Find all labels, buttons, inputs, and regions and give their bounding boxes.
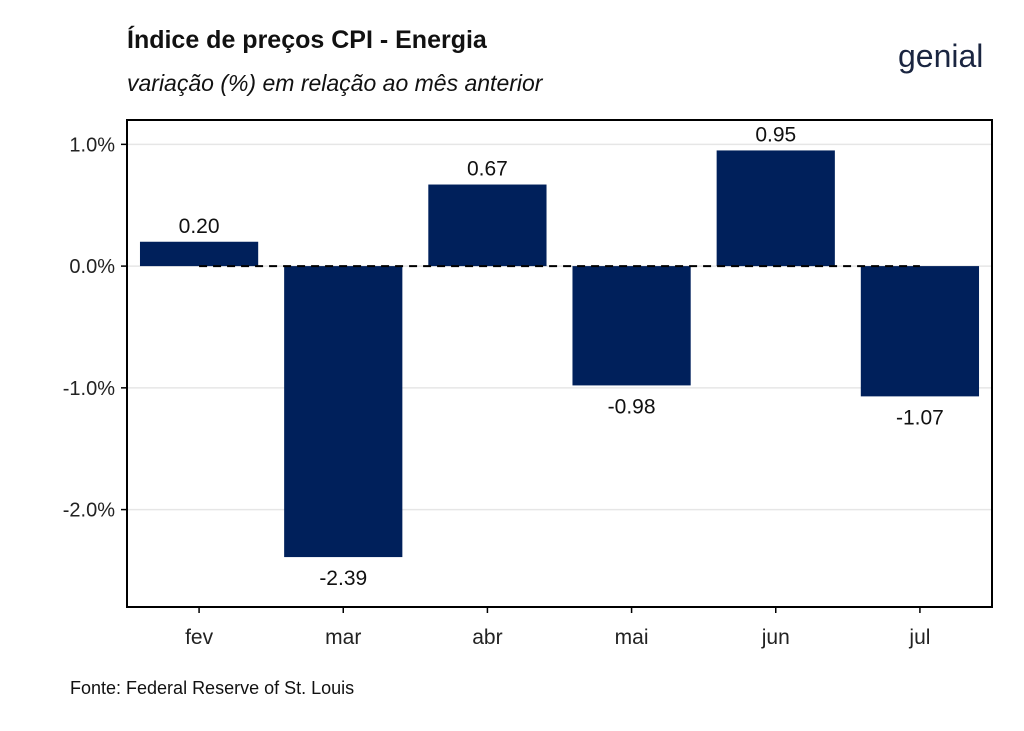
value-labels: 0.20 -2.39 0.67 -0.98 0.95 -1.07 xyxy=(179,123,944,590)
y-tick-label: -2.0% xyxy=(63,500,115,522)
bar-abr xyxy=(428,184,547,267)
x-tick-label: fev xyxy=(185,626,214,649)
chart-title: Índice de preços CPI - Energia xyxy=(127,26,487,54)
bar-fev xyxy=(139,241,259,267)
source-note: Fonte: Federal Reserve of St. Louis xyxy=(70,678,355,698)
x-tick-label: abr xyxy=(472,626,502,649)
bar-jun xyxy=(716,150,835,267)
x-tick-label: jul xyxy=(908,626,930,649)
value-label: -0.98 xyxy=(608,395,656,418)
value-label: 0.20 xyxy=(179,215,220,238)
plot-frame xyxy=(126,119,993,608)
y-tick-label: -1.0% xyxy=(63,378,115,400)
genial-logo: genial xyxy=(898,38,984,74)
bar-jul xyxy=(860,266,980,397)
bar-mai xyxy=(572,266,691,386)
y-tick-label: 1.0% xyxy=(69,134,115,156)
value-label: -1.07 xyxy=(896,406,944,429)
x-tick-label: mar xyxy=(325,626,361,649)
x-axis: fev mar abr mai jun jul xyxy=(185,607,930,649)
y-axis: 1.0% 0.0% -1.0% -2.0% xyxy=(63,134,127,522)
chart-subtitle: variação (%) em relação ao mês anterior xyxy=(127,70,543,96)
bar-mar xyxy=(284,266,403,558)
y-tick-label: 0.0% xyxy=(69,256,115,278)
x-tick-label: jun xyxy=(761,626,790,649)
x-tick-label: mai xyxy=(615,626,649,649)
bars xyxy=(139,150,980,558)
value-label: 0.67 xyxy=(467,158,508,181)
value-label: -2.39 xyxy=(319,567,367,590)
value-label: 0.95 xyxy=(755,123,796,146)
